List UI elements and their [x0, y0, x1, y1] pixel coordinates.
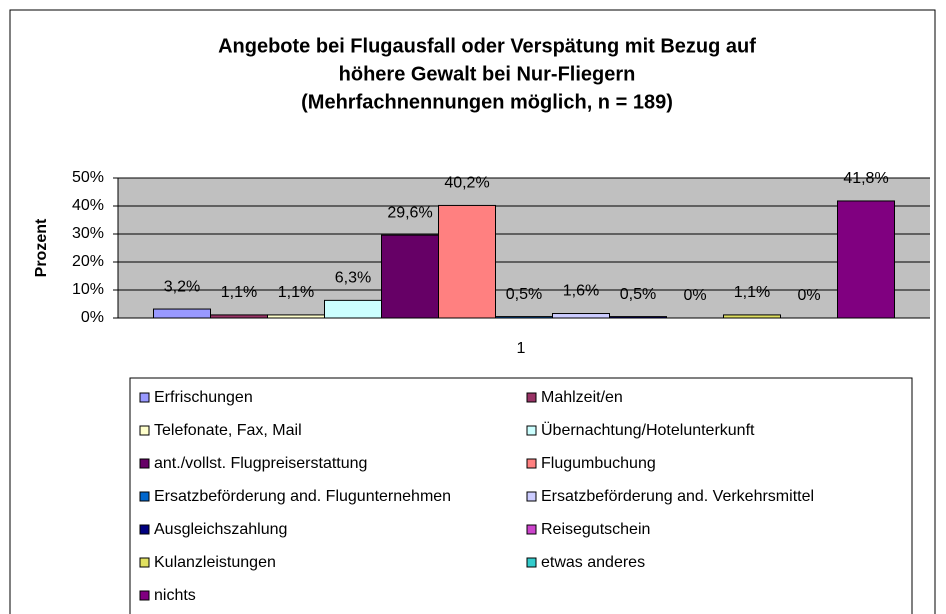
y-tick-label: 10% [72, 281, 104, 298]
value-label: 1,6% [563, 283, 599, 300]
legend-label: Ausgleichszahlung [154, 521, 287, 538]
legend-marker [526, 557, 537, 568]
legend-marker [139, 458, 150, 469]
y-tick-label: 0% [81, 309, 104, 326]
legend-label: Kulanzleistungen [154, 554, 276, 571]
legend-marker [526, 392, 537, 403]
legend-marker [139, 524, 150, 535]
bar [438, 204, 496, 319]
value-label: 40,2% [444, 175, 489, 192]
value-label: 3,2% [164, 278, 200, 295]
value-label: 41,8% [843, 170, 888, 187]
plot-area [118, 178, 930, 318]
value-label: 29,6% [387, 204, 432, 221]
value-label: 6,3% [335, 270, 371, 287]
value-label: 1,1% [734, 284, 770, 301]
chart-title: (Mehrfachnennungen möglich, n = 189) [301, 91, 673, 113]
value-label: 1,1% [221, 284, 257, 301]
legend-marker [526, 491, 537, 502]
value-label: 0,5% [620, 286, 656, 303]
y-tick-label: 30% [72, 225, 104, 242]
x-tick-label: 1 [517, 340, 526, 357]
bar [153, 308, 211, 319]
legend-label: etwas anderes [541, 554, 645, 571]
y-tick-label: 40% [72, 197, 104, 214]
value-label: 0% [797, 287, 820, 304]
legend-marker [139, 557, 150, 568]
bar [552, 313, 610, 319]
legend-label: nichts [154, 587, 196, 604]
legend-label: Reisegutschein [541, 521, 650, 538]
legend-label: ant./vollst. Flugpreiserstattung [154, 455, 367, 472]
legend-label: Ersatzbeförderung and. Verkehrsmittel [541, 488, 814, 505]
y-tick-label: 50% [72, 169, 104, 186]
legend-label: Mahlzeit/en [541, 389, 623, 406]
legend-box [129, 377, 913, 614]
value-label: 0,5% [506, 286, 542, 303]
legend-marker [139, 491, 150, 502]
y-tick-label: 20% [72, 253, 104, 270]
chart-title: höhere Gewalt bei Nur-Fliegern [339, 63, 636, 85]
legend-label: Telefonate, Fax, Mail [154, 422, 302, 439]
legend-marker [526, 524, 537, 535]
bar [324, 299, 382, 319]
chart-title: Angebote bei Flugausfall oder Verspätung… [218, 35, 756, 57]
bar [837, 200, 895, 319]
y-axis-label: Prozent [33, 218, 50, 277]
legend-marker [139, 392, 150, 403]
legend-label: Flugumbuchung [541, 455, 656, 472]
bar [381, 234, 439, 319]
value-label: 1,1% [278, 284, 314, 301]
legend-marker [139, 425, 150, 436]
legend-label: Ersatzbeförderung and. Flugunternehmen [154, 488, 451, 505]
legend-marker [526, 458, 537, 469]
legend-label: Erfrischungen [154, 389, 253, 406]
legend-marker [139, 590, 150, 601]
value-label: 0% [683, 287, 706, 304]
legend-marker [526, 425, 537, 436]
legend-label: Übernachtung/Hotelunterkunft [541, 421, 755, 439]
